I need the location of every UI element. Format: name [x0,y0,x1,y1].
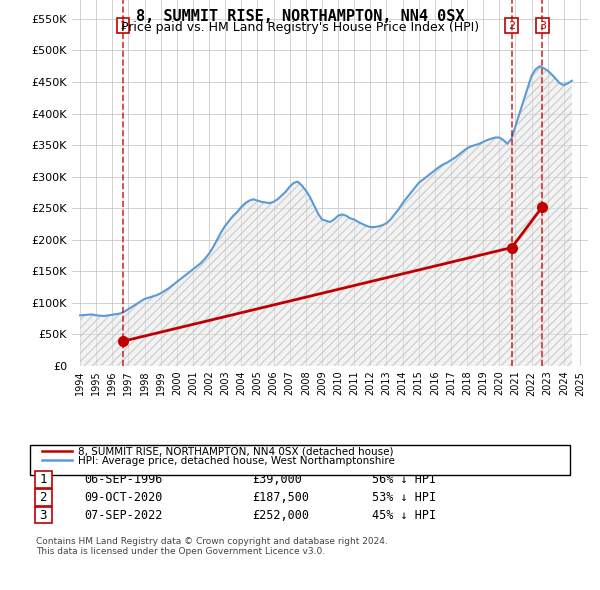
Text: 53% ↓ HPI: 53% ↓ HPI [372,491,436,504]
Text: 09-OCT-2020: 09-OCT-2020 [84,491,163,504]
Text: 56% ↓ HPI: 56% ↓ HPI [372,473,436,486]
Text: 06-SEP-1996: 06-SEP-1996 [84,473,163,486]
Text: 3: 3 [40,509,47,522]
Text: 3: 3 [539,21,546,31]
Text: Contains HM Land Registry data © Crown copyright and database right 2024.
This d: Contains HM Land Registry data © Crown c… [36,537,388,556]
Text: 8, SUMMIT RISE, NORTHAMPTON, NN4 0SX (detached house): 8, SUMMIT RISE, NORTHAMPTON, NN4 0SX (de… [78,447,394,457]
Text: £187,500: £187,500 [252,491,309,504]
Text: 1: 1 [40,473,47,486]
Text: Price paid vs. HM Land Registry's House Price Index (HPI): Price paid vs. HM Land Registry's House … [121,21,479,34]
Text: 2: 2 [40,491,47,504]
Text: HPI: Average price, detached house, West Northamptonshire: HPI: Average price, detached house, West… [78,456,395,466]
Text: 8, SUMMIT RISE, NORTHAMPTON, NN4 0SX: 8, SUMMIT RISE, NORTHAMPTON, NN4 0SX [136,9,464,24]
Text: 1: 1 [119,21,127,31]
Text: 07-SEP-2022: 07-SEP-2022 [84,509,163,522]
Text: £39,000: £39,000 [252,473,302,486]
Text: 45% ↓ HPI: 45% ↓ HPI [372,509,436,522]
Text: 2: 2 [508,21,515,31]
Text: £252,000: £252,000 [252,509,309,522]
